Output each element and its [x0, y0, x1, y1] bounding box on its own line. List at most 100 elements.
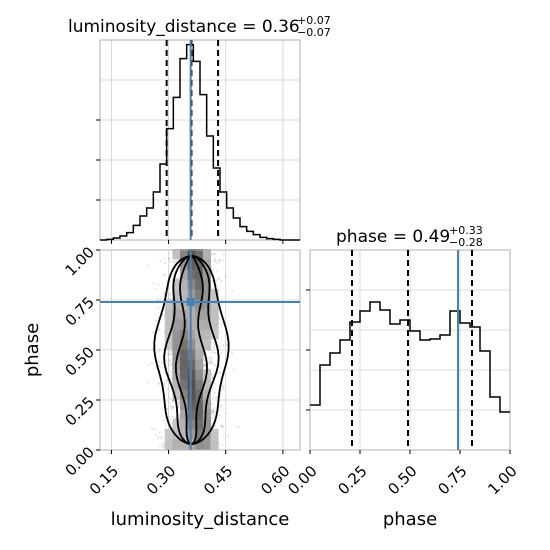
joint-scatter-point: [169, 405, 173, 408]
joint-density-cell: [195, 419, 204, 430]
joint-scatter-point: [212, 414, 216, 417]
joint-scatter-point: [212, 259, 216, 262]
joint-density-cell: [180, 259, 189, 270]
joint-density-cell: [202, 389, 211, 400]
joint-scatter-point: [207, 356, 210, 360]
joint-scatter-point: [214, 257, 217, 260]
joint-scatter-point: [168, 401, 172, 405]
joint-scatter-point: [226, 434, 230, 437]
joint-scatter-point: [217, 371, 220, 375]
joint-scatter-point: [177, 275, 180, 279]
joint-scatter-point: [213, 351, 217, 355]
joint-scatter-point: [207, 362, 211, 365]
joint-scatter-point: [212, 346, 215, 350]
joint-density-cell: [195, 399, 204, 410]
joint-density-cell: [187, 329, 196, 340]
joint-scatter-point: [170, 407, 173, 411]
joint-scatter-point: [225, 343, 228, 347]
joint-scatter-point: [218, 259, 222, 262]
joint-scatter-point: [210, 373, 214, 376]
joint-scatter-point: [158, 431, 161, 434]
joint-scatter-point: [167, 351, 171, 354]
joint-xtick-label-3: 0.60: [257, 462, 293, 498]
joint-density-cell: [187, 319, 196, 330]
joint-density-cell: [172, 389, 181, 400]
joint-scatter-point: [156, 298, 159, 302]
marginal-phase-panel: 0.00 0.25 0.50 0.75 1.00 phase = 0.49 +0.33 …: [284, 224, 520, 530]
joint-density-cell: [187, 379, 196, 390]
joint-density-cell: [172, 329, 181, 340]
joint-scatter-point: [172, 400, 175, 403]
joint-scatter-point: [221, 259, 225, 262]
joint-scatter-point: [154, 287, 157, 291]
joint-scatter-point: [221, 424, 224, 428]
joint-scatter-point: [169, 293, 173, 296]
joint-density-cell: [180, 289, 189, 300]
joint-density-cell: [180, 409, 189, 420]
joint-scatter-point: [213, 407, 216, 410]
joint-density-cell: [202, 439, 211, 450]
joint-scatter-point: [160, 436, 164, 440]
joint-ytick-label-2: 0.50: [62, 343, 98, 379]
marginal-luminosity-axes-frame: [99, 39, 301, 241]
joint-scatter-point: [154, 366, 158, 369]
joint-scatter-point: [170, 296, 173, 300]
joint-scatter-point: [159, 260, 162, 263]
joint-density-cell: [172, 439, 181, 450]
joint-scatter-point: [171, 405, 174, 408]
joint-scatter-point: [163, 381, 166, 385]
joint-scatter-point: [167, 358, 171, 361]
joint-scatter-point: [211, 268, 214, 272]
joint-scatter-point: [222, 386, 225, 389]
joint-density-cell: [187, 249, 196, 260]
joint-scatter-point: [230, 352, 234, 355]
joint-density-cell: [172, 319, 181, 330]
joint-scatter-point: [210, 362, 214, 365]
joint-scatter-point: [172, 406, 175, 409]
marginal-luminosity-panel: luminosity_distance = 0.36 +0.07 −0.07: [68, 14, 331, 244]
joint-scatter-point: [167, 287, 171, 291]
joint-density-cell: [187, 389, 196, 400]
joint-scatter-point: [147, 364, 150, 367]
joint-ytick-label-1: 0.25: [62, 393, 98, 429]
joint-density-cell: [187, 409, 196, 420]
joint-xtick-label-0: 0.15: [86, 462, 122, 498]
joint-scatter-point: [211, 409, 214, 413]
joint-scatter-point: [224, 275, 228, 279]
joint-density-cell: [210, 329, 219, 340]
joint-scatter-point: [169, 359, 172, 362]
joint-density-cell: [172, 309, 181, 320]
joint-density-cell: [202, 279, 211, 290]
joint-scatter-point: [203, 364, 206, 367]
joint-scatter-point: [219, 404, 223, 407]
joint-density-cell: [172, 419, 181, 430]
joint-scatter-point: [214, 395, 218, 399]
joint-density-cell: [172, 339, 181, 350]
marginal-phase-xtick-label-2: 0.50: [384, 462, 420, 498]
joint-scatter-point: [171, 260, 175, 264]
joint-density-cell: [202, 329, 211, 340]
marginal-phase-x-axis-label: phase: [383, 509, 437, 530]
joint-density-cells: [164, 249, 219, 450]
joint-scatter-point: [211, 409, 215, 413]
joint-scatter-point: [217, 261, 221, 265]
joint-scatter-point: [167, 360, 170, 363]
joint-scatter-point: [213, 344, 216, 347]
joint-scatter-point: [213, 410, 216, 413]
joint-scatter-point: [154, 319, 158, 323]
joint-density-cell: [164, 319, 173, 330]
marginal-phase-xtick-label-3: 0.75: [434, 462, 470, 498]
joint-scatter-point: [147, 263, 150, 267]
joint-density-cell: [187, 369, 196, 380]
joint-scatter-point: [217, 277, 220, 280]
joint-scatter-point: [218, 414, 221, 417]
marginal-luminosity-title-median: 0.36: [262, 17, 300, 37]
joint-scatter-point: [156, 437, 160, 440]
joint-scatter-point: [210, 412, 214, 415]
joint-xtick-label-1: 0.30: [143, 462, 179, 498]
joint-density-cell: [195, 379, 204, 390]
joint-scatter-point: [218, 259, 221, 262]
joint-contour-middle: [163, 255, 220, 445]
joint-truth-marker: [186, 298, 195, 306]
